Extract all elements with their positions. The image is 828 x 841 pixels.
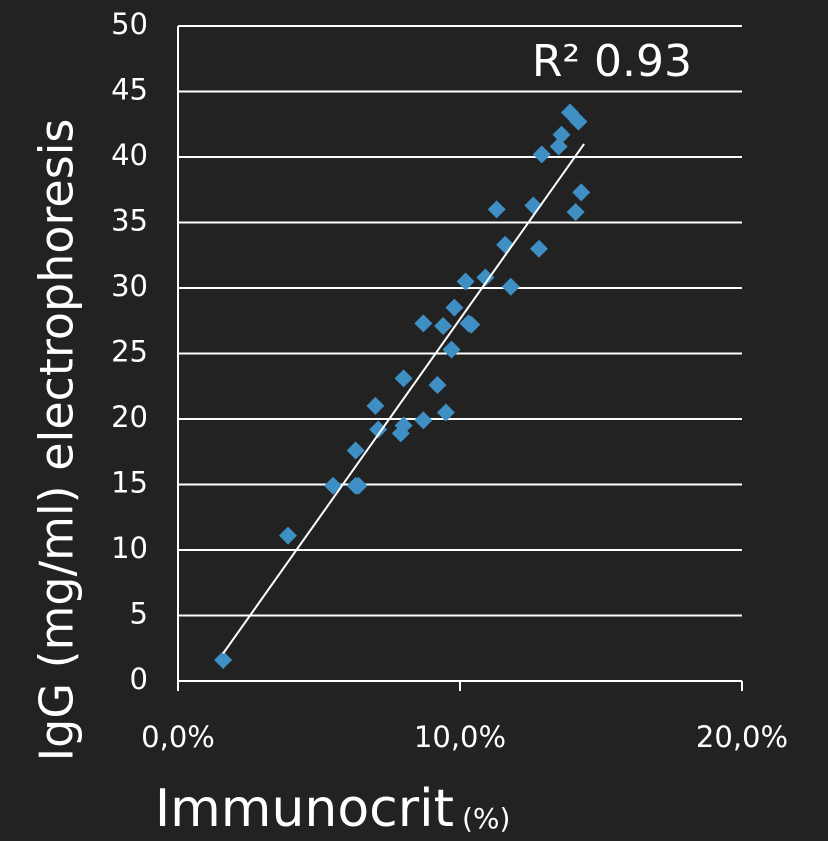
y-tick-label: 0 (130, 662, 148, 696)
data-point (436, 403, 455, 422)
data-point (476, 268, 495, 287)
x-tick-label: 10,0% (414, 720, 506, 754)
data-point (532, 145, 551, 164)
data-point (442, 340, 461, 359)
data-point (569, 112, 588, 131)
data-point (552, 125, 571, 144)
y-tick-label: 45 (111, 73, 148, 107)
data-point (445, 298, 464, 317)
data-point (278, 526, 297, 545)
x-tick-label: 0,0% (141, 720, 215, 754)
x-tick-label: 20,0% (696, 720, 788, 754)
data-point (214, 651, 233, 670)
data-point (456, 272, 475, 291)
data-point (349, 476, 368, 495)
y-tick-label: 50 (111, 7, 148, 41)
data-point (346, 441, 365, 460)
data-point (394, 416, 413, 435)
y-tick-label: 5 (130, 597, 148, 631)
y-tick-label: 40 (111, 138, 148, 172)
data-point (529, 239, 548, 258)
y-tick-label: 15 (111, 466, 148, 500)
annotation: R² 0.93 (532, 36, 692, 87)
y-tick-label: 25 (111, 335, 148, 369)
data-point (462, 315, 481, 334)
data-point (501, 277, 520, 296)
data-point (414, 314, 433, 333)
data-point (394, 369, 413, 388)
y-tick-label: 35 (111, 204, 148, 238)
data-point (572, 183, 591, 202)
data-point (428, 375, 447, 394)
y-tick-label: 30 (111, 269, 148, 303)
data-point (366, 396, 385, 415)
data-point (487, 200, 506, 219)
x-axis-label-unit: (%) (462, 802, 510, 835)
y-tick-label: 10 (111, 531, 148, 565)
trendline (222, 143, 585, 655)
data-point (369, 420, 388, 439)
x-axis-label: Immunocrit (155, 779, 454, 839)
y-tick-label: 20 (111, 400, 148, 434)
data-point (566, 203, 585, 222)
y-axis-label: IgG (mg/ml) electrophoresis (30, 119, 84, 762)
data-point (414, 411, 433, 430)
data-point (434, 316, 453, 335)
